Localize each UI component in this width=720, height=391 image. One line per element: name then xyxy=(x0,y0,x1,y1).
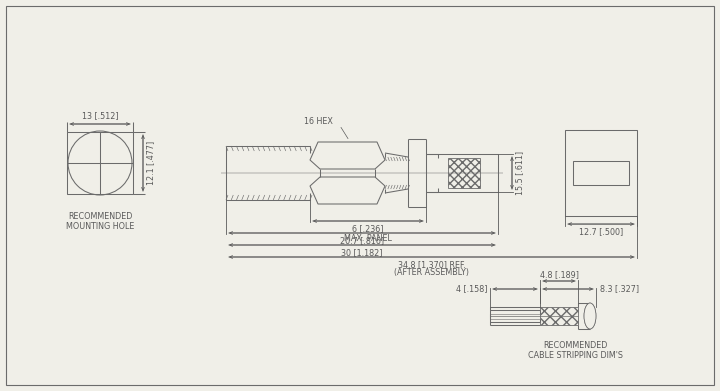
Text: 13 [.512]: 13 [.512] xyxy=(81,111,118,120)
Text: 4 [.158]: 4 [.158] xyxy=(456,285,487,294)
Bar xyxy=(448,158,480,188)
Text: 8.3 [.327]: 8.3 [.327] xyxy=(600,285,639,294)
Text: 15.5 [.611]: 15.5 [.611] xyxy=(515,151,524,195)
Bar xyxy=(565,130,637,216)
Text: 12.1 [.477]: 12.1 [.477] xyxy=(146,141,155,185)
Text: (AFTER ASSEMBLY): (AFTER ASSEMBLY) xyxy=(394,268,469,277)
Text: RECOMMENDED
CABLE STRIPPING DIM'S: RECOMMENDED CABLE STRIPPING DIM'S xyxy=(528,341,623,361)
Text: 4.8 [.189]: 4.8 [.189] xyxy=(539,270,578,279)
Text: 30 [1.182]: 30 [1.182] xyxy=(341,248,383,257)
Text: 20.7 [.816]: 20.7 [.816] xyxy=(340,236,384,245)
Bar xyxy=(67,132,133,194)
Bar xyxy=(573,161,629,185)
Text: 12.7 [.500]: 12.7 [.500] xyxy=(579,227,623,236)
Bar xyxy=(540,307,578,325)
Text: 16 HEX: 16 HEX xyxy=(304,118,333,127)
Ellipse shape xyxy=(584,303,596,329)
Text: 6 [.236]
MAX. PANEL: 6 [.236] MAX. PANEL xyxy=(344,224,392,244)
Ellipse shape xyxy=(584,303,596,329)
Text: RECOMMENDED
MOUNTING HOLE: RECOMMENDED MOUNTING HOLE xyxy=(66,212,134,231)
Text: 34.8 [1.370] REF.: 34.8 [1.370] REF. xyxy=(397,260,465,269)
